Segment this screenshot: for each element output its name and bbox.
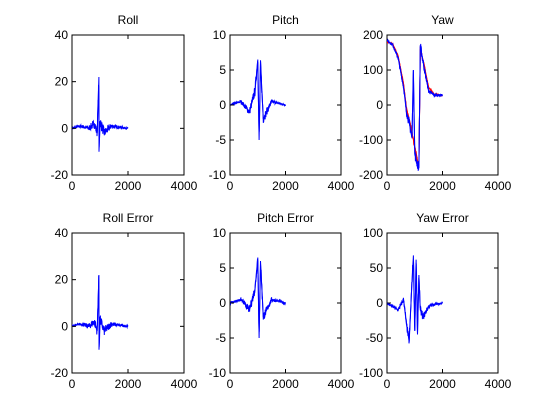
x-tick-label: 0 xyxy=(227,179,234,193)
y-tick-label: 50 xyxy=(370,261,384,275)
subplot-title: Yaw xyxy=(431,13,454,27)
y-tick-label: 5 xyxy=(219,261,226,275)
y-tick-label: -100 xyxy=(359,133,383,147)
y-tick-label: 0 xyxy=(219,98,226,112)
plot-area xyxy=(71,232,185,374)
x-tick-label: 0 xyxy=(227,377,234,391)
series-peaks xyxy=(72,274,129,350)
y-tick-label: 20 xyxy=(55,75,69,89)
y-tick-label: 40 xyxy=(55,226,69,240)
y-tick-label: -200 xyxy=(359,168,383,182)
x-tick-label: 0 xyxy=(69,377,76,391)
subplot-title: Roll Error xyxy=(103,211,154,225)
series-peaks xyxy=(72,76,129,152)
subplot-pitch-error: Pitch Error 0 2000 4000 -10 -5 0 5 10 xyxy=(209,211,355,391)
y-tick-label: 0 xyxy=(376,296,383,310)
y-tick-label: -5 xyxy=(215,133,226,147)
subplot-title: Pitch Error xyxy=(257,211,314,225)
y-tick-label: 10 xyxy=(213,28,227,42)
y-tick-label: 0 xyxy=(376,98,383,112)
x-tick-label: 4000 xyxy=(171,377,198,391)
y-tick-label: 5 xyxy=(219,63,226,77)
y-tick-label: -20 xyxy=(51,366,69,380)
x-tick-label: 0 xyxy=(384,377,391,391)
series-peaks xyxy=(230,257,286,339)
x-tick-label: 4000 xyxy=(171,179,198,193)
y-tick-label: 10 xyxy=(213,226,227,240)
y-tick-label: 40 xyxy=(55,28,69,42)
subplot-title: Pitch xyxy=(272,13,299,27)
x-tick-label: 2000 xyxy=(115,179,142,193)
subplot-pitch: Pitch 0 2000 4000 -10 -5 0 5 10 xyxy=(209,13,355,193)
subplot-title: Yaw Error xyxy=(416,211,468,225)
x-tick-label: 2000 xyxy=(272,377,299,391)
subplot-yaw: Yaw 0 2000 4000 -200 -100 0 100 200 xyxy=(359,13,512,193)
x-tick-label: 4000 xyxy=(485,377,512,391)
y-tick-label: 0 xyxy=(61,121,68,135)
y-tick-label: 0 xyxy=(219,296,226,310)
x-tick-label: 2000 xyxy=(429,179,456,193)
plot-area xyxy=(71,34,185,176)
x-tick-label: 2000 xyxy=(115,377,142,391)
y-tick-label: -20 xyxy=(51,168,69,182)
subplot-yaw-error: Yaw Error 0 2000 4000 -100 -50 0 50 100 xyxy=(359,211,512,391)
y-tick-label: 20 xyxy=(55,273,69,287)
x-tick-label: 4000 xyxy=(328,377,355,391)
y-tick-label: -5 xyxy=(215,331,226,345)
y-tick-label: 100 xyxy=(363,63,383,77)
subplot-title: Roll xyxy=(118,13,139,27)
y-tick-label: -100 xyxy=(359,366,383,380)
y-tick-label: 200 xyxy=(363,28,383,42)
x-tick-label: 4000 xyxy=(328,179,355,193)
x-tick-label: 2000 xyxy=(272,179,299,193)
series-peaks xyxy=(230,59,286,141)
series-peaks xyxy=(387,39,443,169)
y-tick-label: -10 xyxy=(209,168,227,182)
x-tick-label: 0 xyxy=(69,179,76,193)
y-tick-label: 0 xyxy=(61,319,68,333)
x-tick-label: 2000 xyxy=(429,377,456,391)
x-tick-label: 0 xyxy=(384,179,391,193)
y-tick-label: -50 xyxy=(366,331,384,345)
y-tick-label: -10 xyxy=(209,366,227,380)
plot-area xyxy=(386,34,499,176)
x-tick-label: 4000 xyxy=(485,179,512,193)
y-tick-label: 100 xyxy=(363,226,383,240)
series-peaks xyxy=(387,255,443,342)
